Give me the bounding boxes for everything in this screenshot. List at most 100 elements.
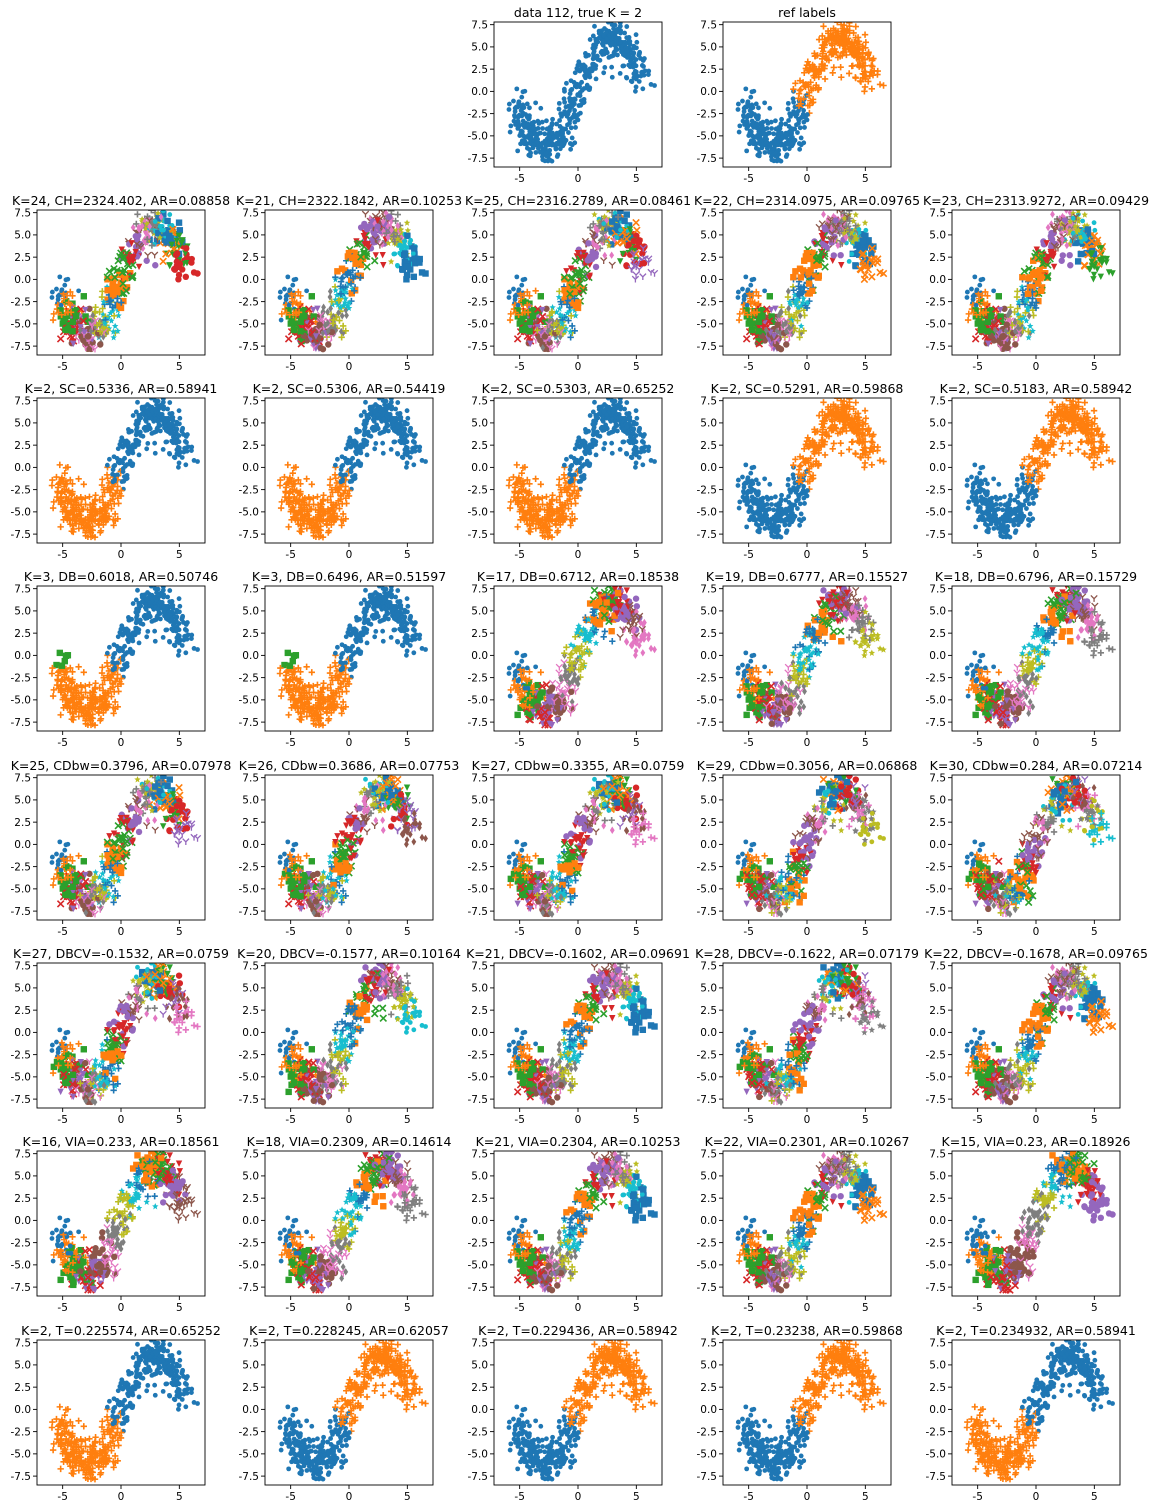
data-point [322, 321, 328, 329]
data-point [873, 258, 882, 267]
data-point [98, 293, 106, 301]
data-point [520, 139, 526, 145]
data-point [821, 263, 829, 271]
data-point [56, 335, 65, 343]
data-point [99, 493, 106, 500]
data-point [69, 506, 77, 513]
data-point [608, 261, 616, 269]
data-point [88, 509, 95, 516]
x-tick-label: -5 [514, 361, 524, 373]
data-point [795, 130, 800, 135]
data-point [861, 75, 869, 83]
data-point [994, 317, 1003, 325]
data-point [595, 243, 601, 252]
data-point [602, 251, 608, 260]
data-point [768, 341, 775, 348]
data-point [96, 515, 104, 523]
data-point [71, 496, 78, 503]
data-point [775, 134, 781, 140]
data-point [797, 86, 805, 93]
data-point [1012, 341, 1019, 348]
data-point [640, 260, 648, 267]
data-point [126, 272, 133, 280]
data-point [608, 218, 616, 225]
y-tick-label: -5.0 [239, 319, 260, 331]
data-point [777, 317, 786, 325]
data-point [978, 277, 984, 283]
data-point [298, 337, 305, 345]
data-point [374, 223, 381, 230]
data-point [110, 334, 117, 341]
data-point [639, 273, 647, 281]
data-point [820, 23, 827, 30]
data-point [965, 310, 973, 318]
data-point [133, 409, 139, 415]
data-point [624, 35, 630, 41]
data-point [827, 235, 835, 243]
data-point [815, 86, 822, 93]
data-point [1084, 226, 1092, 233]
data-point [104, 462, 110, 468]
data-point [1103, 259, 1110, 266]
data-point [634, 39, 640, 45]
data-point [388, 447, 394, 452]
data-point [120, 297, 127, 305]
data-point [108, 505, 115, 512]
data-point [1024, 295, 1031, 302]
data-point [609, 31, 615, 36]
data-point [535, 118, 541, 124]
data-point [862, 44, 869, 52]
data-point [350, 275, 357, 282]
data-point [612, 42, 618, 48]
x-tick-label: 0 [804, 173, 811, 185]
data-point [107, 297, 115, 304]
data-point [1071, 234, 1079, 241]
data-point [542, 131, 548, 137]
y-tick-label: 7.5 [14, 207, 31, 219]
data-point [1090, 271, 1098, 279]
data-point [508, 123, 514, 129]
data-point [744, 148, 750, 154]
data-point [325, 341, 332, 348]
data-point [763, 326, 769, 334]
data-point [551, 322, 558, 329]
data-point [1090, 263, 1098, 271]
data-point [616, 258, 624, 265]
data-point [404, 460, 410, 466]
data-point [154, 210, 162, 217]
data-point [859, 49, 867, 57]
data-point [1075, 210, 1082, 215]
data-point [859, 237, 867, 245]
data-point [852, 211, 859, 218]
data-point [791, 99, 797, 105]
data-point [801, 312, 808, 319]
data-point [646, 68, 652, 74]
data-point [285, 313, 293, 320]
data-point [759, 145, 765, 151]
data-point [327, 476, 334, 483]
data-point [150, 251, 159, 259]
y-tick-label: -7.5 [468, 341, 489, 353]
data-point [577, 254, 585, 262]
data-point [329, 320, 337, 327]
data-point [631, 275, 640, 283]
data-point [176, 227, 184, 234]
data-point [843, 25, 851, 33]
data-point [534, 313, 542, 320]
data-point [794, 122, 799, 128]
data-point [1072, 223, 1079, 230]
data-point [546, 312, 553, 319]
data-point [614, 213, 622, 221]
data-point [536, 317, 545, 325]
data-point [787, 111, 793, 117]
data-point [824, 34, 832, 42]
data-point [770, 333, 778, 340]
data-point [767, 142, 773, 148]
data-point [530, 145, 536, 151]
data-point [856, 57, 863, 65]
data-point [88, 321, 96, 328]
data-point [852, 222, 859, 229]
scatter-panel: K=25, CH=2316.2789, AR=0.08461-5 0 57.55.0… [465, 193, 691, 373]
data-point [587, 37, 593, 42]
data-point [788, 133, 794, 138]
